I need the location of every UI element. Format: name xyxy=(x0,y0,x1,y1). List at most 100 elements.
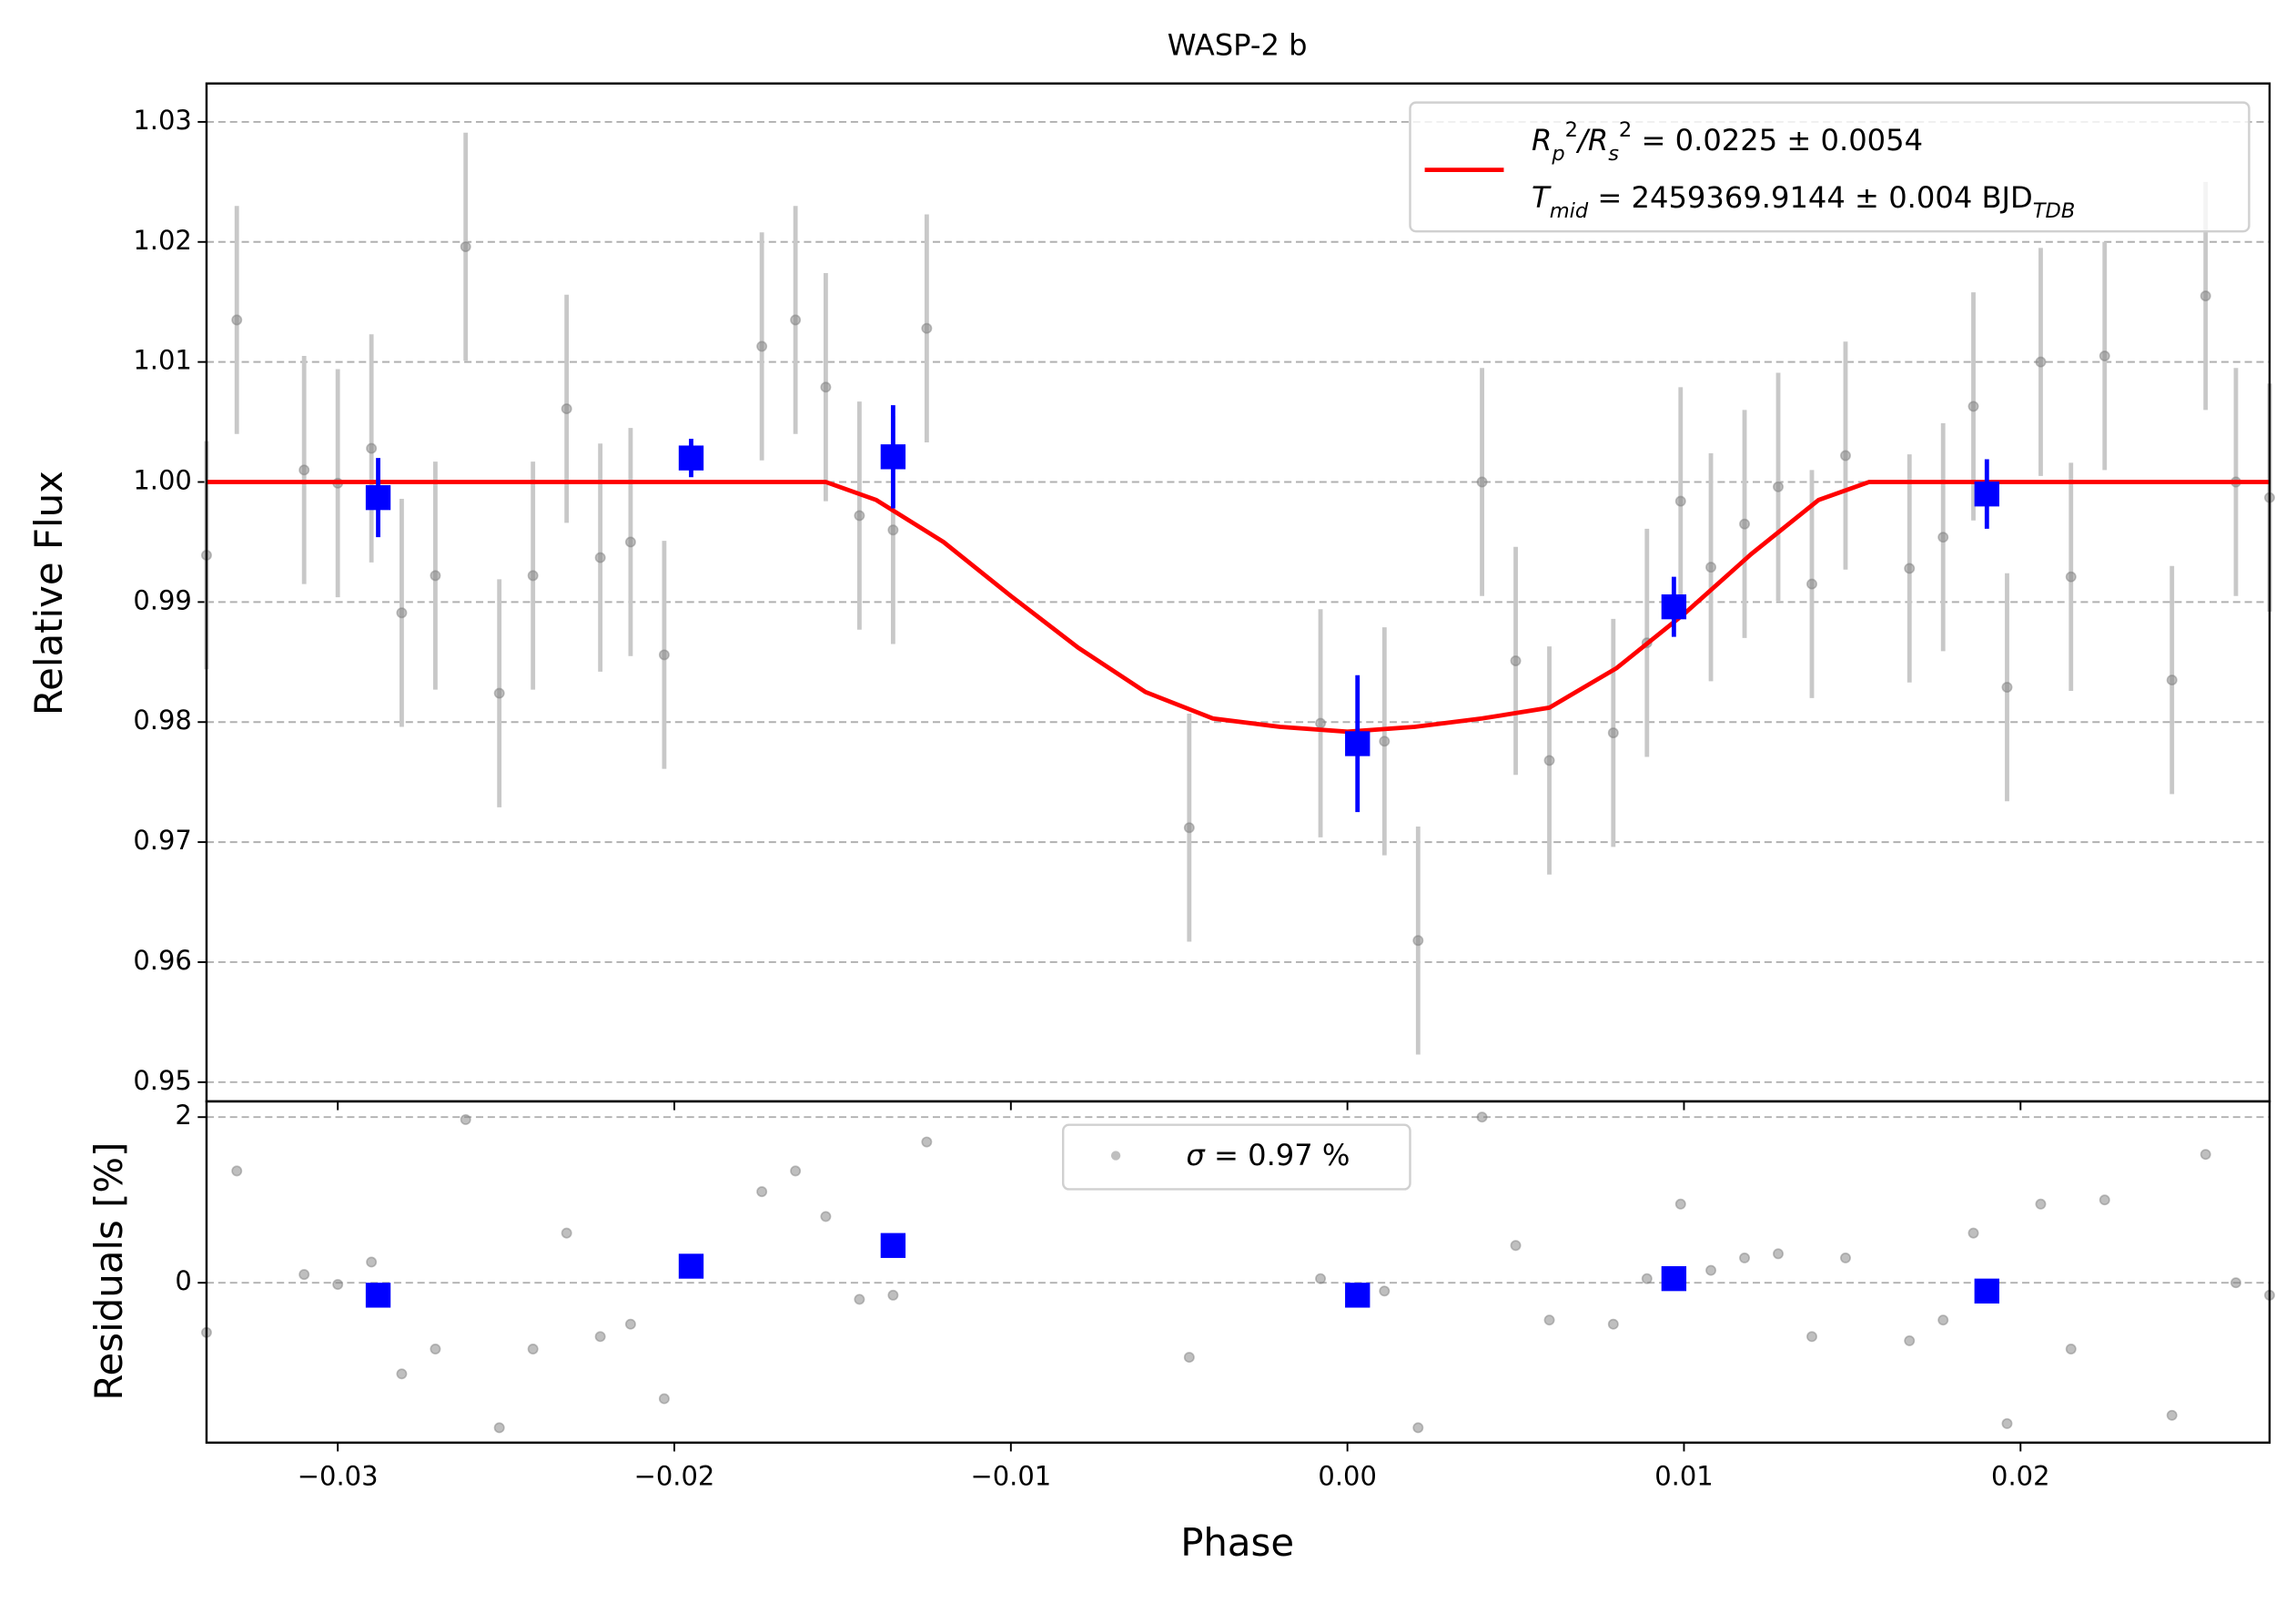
data-point xyxy=(594,1331,606,1343)
data-point xyxy=(1937,1314,1949,1326)
legend-text-part: R xyxy=(1532,123,1552,157)
legend-box xyxy=(1409,101,2250,233)
data-point xyxy=(1543,1314,1555,1326)
data-point xyxy=(1773,481,1784,492)
data-point xyxy=(2065,571,2077,583)
y-tick-label: 1.02 xyxy=(133,225,191,256)
data-point xyxy=(1379,736,1391,747)
y-tick-label: 0.98 xyxy=(133,705,191,736)
data-point xyxy=(1674,495,1686,507)
legend-swatch xyxy=(1110,1151,1121,1161)
y-axis-label: Residuals [%] xyxy=(86,1142,131,1401)
data-point xyxy=(430,1344,441,1354)
data-point xyxy=(854,510,865,522)
data-point xyxy=(231,1165,243,1177)
y-axis-label: Relative Flux xyxy=(26,471,71,715)
data-point xyxy=(820,381,832,393)
data-point xyxy=(1904,1334,1916,1346)
data-point xyxy=(1412,935,1424,947)
data-point xyxy=(1674,1198,1686,1210)
binned-point xyxy=(1661,1265,1687,1292)
data-point xyxy=(396,1368,408,1380)
legend-label: Tmid = 2459369.9144 ± 0.004 BJDTDB xyxy=(1532,180,2075,223)
data-point xyxy=(527,1344,539,1354)
binned-point xyxy=(880,444,906,470)
y-tick-label: 0.96 xyxy=(133,945,191,976)
data-point xyxy=(2035,356,2047,368)
data-point xyxy=(1840,1252,1851,1263)
data-point xyxy=(493,687,505,699)
binned-point xyxy=(365,1283,391,1308)
data-point xyxy=(561,1227,572,1239)
data-point xyxy=(2166,675,2178,686)
data-point xyxy=(854,1294,865,1305)
data-point xyxy=(756,1186,768,1198)
data-point xyxy=(366,442,378,454)
x-tick-label: −0.02 xyxy=(634,1460,715,1491)
data-point xyxy=(561,403,572,415)
binned-point xyxy=(678,445,704,471)
binned-point xyxy=(1974,482,1999,507)
data-point xyxy=(2166,1409,2178,1421)
data-point xyxy=(460,241,471,253)
y-tick-label: 2 xyxy=(175,1100,191,1131)
data-point xyxy=(790,1165,802,1177)
data-point xyxy=(756,340,768,352)
data-point xyxy=(1904,563,1916,574)
data-point xyxy=(332,1279,344,1290)
y-tick-label: 1.00 xyxy=(133,465,191,496)
data-point xyxy=(1739,1252,1750,1263)
data-point xyxy=(2200,1149,2211,1161)
x-tick-label: −0.03 xyxy=(298,1460,379,1491)
legend-text-part: mid xyxy=(1550,198,1589,222)
data-point xyxy=(1806,1331,1817,1343)
data-point xyxy=(1607,1318,1619,1330)
data-point xyxy=(527,570,539,582)
data-point xyxy=(921,322,933,334)
legend-text-part: = 0.0225 ± 0.0054 xyxy=(1632,123,1923,157)
data-point xyxy=(231,314,243,326)
data-point xyxy=(1543,755,1555,766)
legend-box xyxy=(1061,1123,1411,1191)
data-point xyxy=(1705,562,1717,573)
data-point xyxy=(1476,1111,1488,1123)
y-tick-label: 1.03 xyxy=(133,105,191,136)
binned-point xyxy=(1974,1278,1999,1304)
data-point xyxy=(1967,1227,1979,1239)
data-point xyxy=(2035,1198,2047,1210)
data-point xyxy=(1806,578,1817,590)
legend-text-part: / xyxy=(1575,123,1591,157)
legend-text-part: s xyxy=(1608,142,1619,166)
data-point xyxy=(396,607,408,619)
binned-point xyxy=(1345,731,1371,756)
plot-frame xyxy=(205,1100,2271,1445)
data-point xyxy=(493,1422,505,1434)
legend-text-part: σ xyxy=(1186,1138,1206,1172)
data-point xyxy=(430,570,441,582)
data-point xyxy=(1773,1248,1784,1260)
legend-label: σ = 0.97 % xyxy=(1186,1138,1350,1172)
data-point xyxy=(594,552,606,563)
data-point xyxy=(1315,717,1327,729)
data-point xyxy=(2099,350,2110,361)
y-tick-label: 0.97 xyxy=(133,825,191,856)
data-point xyxy=(1937,532,1949,543)
legend-text-part: 2 xyxy=(1565,118,1578,142)
data-point xyxy=(624,536,636,548)
data-point xyxy=(2065,1344,2077,1354)
data-point xyxy=(1412,1422,1424,1434)
binned-point xyxy=(678,1253,704,1279)
legend-label: Rp2/Rs2 = 0.0225 ± 0.0054 xyxy=(1532,118,1923,166)
x-tick-label: 0.02 xyxy=(1991,1460,2049,1491)
data-point xyxy=(820,1211,832,1223)
binned-point xyxy=(880,1233,906,1258)
data-point xyxy=(2200,290,2211,302)
legend-text-part: R xyxy=(1588,123,1608,157)
legend-text-part: = 2459369.9144 ± 0.004 BJD xyxy=(1588,180,2033,215)
y-tick-label: 0.99 xyxy=(133,584,191,615)
x-tick-label: 0.01 xyxy=(1654,1460,1713,1491)
data-point xyxy=(460,1113,471,1125)
y-tick-label: 0 xyxy=(175,1265,191,1296)
